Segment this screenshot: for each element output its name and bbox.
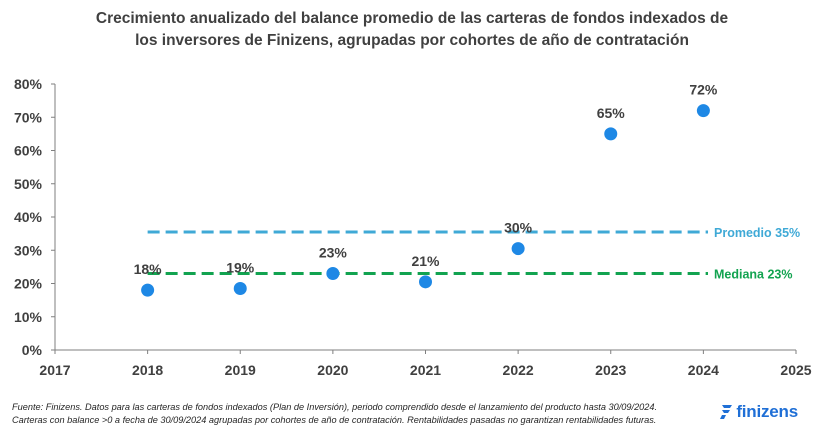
data-label: 30%: [504, 220, 533, 236]
source-note-line-1: Fuente: Finizens. Datos para las cartera…: [12, 402, 658, 412]
scatter-chart: 0% 10% 20% 30% 40% 50% 60% 70% 80% 2017 2018 2019 20…: [14, 76, 812, 378]
x-tick-label: 2020: [317, 362, 348, 378]
x-tick-label: 2021: [410, 362, 441, 378]
finizens-logo[interactable]: finizens: [719, 402, 798, 422]
data-points: [141, 104, 710, 297]
x-tick-label: 2018: [132, 362, 163, 378]
y-tick-label: 40%: [14, 209, 43, 225]
data-point: [233, 281, 247, 295]
chart-title-line-2: los inversores de Finizens, agrupadas po…: [135, 32, 689, 49]
data-point: [696, 104, 710, 118]
chart-title: Crecimiento anualizado del balance prome…: [0, 8, 824, 52]
data-label: 65%: [597, 105, 626, 121]
y-tick-label: 10%: [14, 309, 43, 325]
y-tick-label: 80%: [14, 76, 43, 92]
data-point: [141, 283, 155, 297]
source-note-line-2: Carteras con balance >0 a fecha de 30/09…: [12, 415, 657, 425]
source-note: Fuente: Finizens. Datos para las cartera…: [12, 401, 657, 427]
x-tick-label: 2019: [225, 362, 256, 378]
data-point: [419, 275, 432, 289]
data-label: 72%: [689, 82, 718, 98]
chart-title-line-1: Crecimiento anualizado del balance prome…: [95, 10, 729, 27]
data-label: 23%: [319, 245, 348, 261]
y-tick-label: 0%: [22, 342, 43, 358]
mediana-label: Mediana 23%: [714, 268, 793, 282]
data-label: 18%: [134, 261, 163, 277]
x-tick-label: 2025: [780, 362, 811, 378]
finizens-logo-text: finizens: [736, 402, 798, 421]
y-tick-label: 70%: [14, 109, 43, 125]
y-tick-label: 30%: [14, 242, 43, 258]
data-label: 21%: [411, 253, 440, 269]
finizens-logo-icon: [720, 405, 733, 419]
promedio-label: Promedio 35%: [714, 226, 800, 240]
data-point: [511, 242, 525, 256]
data-point: [326, 267, 340, 281]
data-labels: 18% 19% 23% 21% 30% 65% 72%: [134, 82, 718, 278]
x-tick-label: 2022: [503, 362, 534, 378]
data-label: 19%: [226, 259, 255, 275]
y-tick-label: 20%: [14, 276, 43, 292]
y-tick-label: 60%: [14, 143, 43, 159]
x-tick-label: 2023: [595, 362, 626, 378]
data-point: [604, 127, 618, 141]
reference-lines: Promedio 35% Mediana 23%: [147, 226, 800, 282]
axes: 0% 10% 20% 30% 40% 50% 60% 70% 80% 2017 2018 2019 20…: [14, 76, 812, 378]
x-tick-label: 2024: [688, 362, 719, 378]
x-tick-label: 2017: [39, 362, 70, 378]
y-tick-label: 50%: [14, 176, 43, 192]
